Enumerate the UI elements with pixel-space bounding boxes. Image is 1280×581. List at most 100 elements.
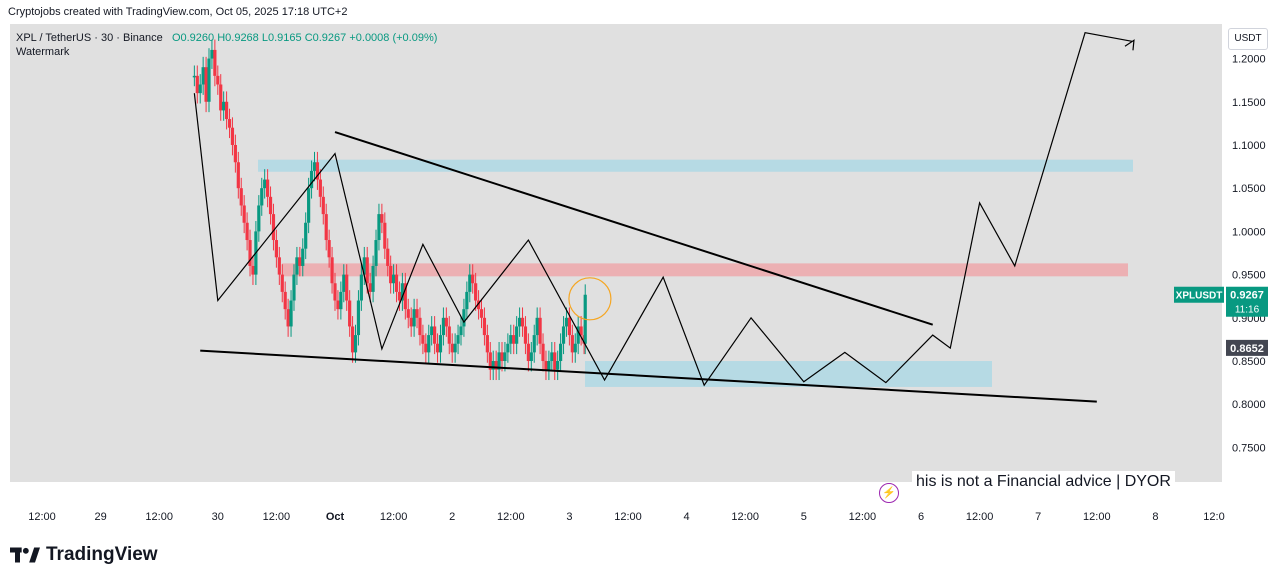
candle-body <box>529 352 533 362</box>
candle-body <box>224 101 229 120</box>
candle-body <box>526 343 530 362</box>
x-tick-label: 2 <box>449 511 455 523</box>
candle-body <box>307 188 311 223</box>
lightning-icon[interactable]: ⚡ <box>879 483 899 503</box>
candle-body <box>427 335 431 353</box>
candle-body <box>304 222 308 249</box>
candle-body <box>570 335 574 353</box>
candle-body <box>198 84 202 94</box>
watermark-label: Watermark <box>16 46 70 58</box>
candle-body <box>327 240 331 258</box>
candle-body <box>374 240 378 266</box>
candle-body <box>356 300 361 336</box>
close-value: C0.9267 <box>304 32 347 44</box>
y-tick-label: 0.8500 <box>1232 356 1266 368</box>
change-value: +0.0008 (+0.09%) <box>349 32 438 44</box>
candle-body <box>280 274 284 292</box>
x-tick-label: 12:00 <box>1083 511 1111 523</box>
candle-body <box>547 361 551 370</box>
candle-body <box>283 291 287 310</box>
candle-body <box>318 179 322 197</box>
x-tick-label: 12:00 <box>731 511 759 523</box>
candle-body <box>251 265 255 275</box>
y-tick-label: 0.8000 <box>1232 399 1266 411</box>
candle-body <box>485 335 489 353</box>
candle-body <box>204 67 208 102</box>
trendline <box>334 131 934 326</box>
disclaimer-text: his is not a Financial advice | DYOR <box>912 471 1175 493</box>
candle-body <box>230 127 235 145</box>
open-value: O0.9260 <box>171 32 215 44</box>
y-tick-label: 1.0500 <box>1232 183 1266 195</box>
candle-body <box>459 326 463 336</box>
candle-body <box>292 274 296 301</box>
candle-body <box>509 335 513 344</box>
candle-body <box>512 335 516 344</box>
candle-body <box>336 300 340 310</box>
candle-body <box>576 326 580 344</box>
candle-body <box>523 326 528 344</box>
candle-body <box>497 352 501 370</box>
time-axis[interactable] <box>10 500 1222 526</box>
candle-body <box>474 283 478 301</box>
candle-body <box>295 257 299 275</box>
x-tick-label: 5 <box>801 511 807 523</box>
trendline <box>200 349 1097 403</box>
candle-body <box>309 170 314 189</box>
candle-body <box>444 317 448 327</box>
candle-body <box>435 343 440 353</box>
candle-body <box>195 75 199 94</box>
candle-body <box>456 335 460 344</box>
candle-body <box>233 144 237 163</box>
y-tick-label: 1.0000 <box>1232 226 1266 238</box>
candle-body <box>503 352 507 362</box>
candle-body <box>298 257 302 266</box>
candle-body <box>260 188 264 206</box>
x-tick-label: Oct <box>326 511 345 523</box>
candle-body <box>415 309 419 318</box>
y-tick-label: 1.1000 <box>1232 140 1266 152</box>
x-tick-label: 12:00 <box>966 511 994 523</box>
candle-body <box>268 196 273 215</box>
candle-body <box>248 240 252 266</box>
candle-body <box>500 352 504 362</box>
candle-body <box>389 265 393 284</box>
candle-body <box>242 205 246 223</box>
brand[interactable]: TradingView <box>10 543 158 567</box>
candle-body <box>412 309 416 327</box>
candle-body <box>271 214 276 241</box>
candle-body <box>257 205 261 232</box>
candle-body <box>353 335 358 353</box>
brand-name: TradingView <box>46 544 158 565</box>
candle-body <box>553 352 557 370</box>
candle-body <box>421 335 425 344</box>
x-tick-label: 29 <box>94 511 106 523</box>
candle-body <box>286 309 290 327</box>
candle-body <box>515 326 519 344</box>
currency-button[interactable]: USDT <box>1228 28 1268 50</box>
candle-body <box>506 343 510 353</box>
symbol-name: XPL / TetherUS · 30 · Binance <box>16 32 163 44</box>
candle-body <box>362 257 366 275</box>
candle-body <box>312 162 317 171</box>
candle-body <box>491 361 495 370</box>
x-tick-label: 30 <box>212 511 224 523</box>
x-tick-label: 12:00 <box>497 511 525 523</box>
candle-body <box>397 291 402 301</box>
candle-body <box>430 326 434 336</box>
symbol-legend: XPL / TetherUS · 30 · Binance O0.9260 H0… <box>16 32 437 44</box>
candle-body <box>345 274 349 301</box>
candle-body <box>207 58 211 102</box>
candle-body <box>383 222 387 249</box>
high-value: H0.9268 <box>217 32 259 44</box>
x-tick-label: 12:00 <box>614 511 642 523</box>
candle-body <box>213 49 217 76</box>
candle-body <box>339 291 343 310</box>
y-tick-label: 0.7500 <box>1232 442 1266 454</box>
countdown-label: 11:16 <box>1235 305 1260 316</box>
candle-body <box>386 248 390 266</box>
x-tick-label: 12:00 <box>28 511 56 523</box>
candle-body <box>550 352 554 362</box>
price-axis[interactable] <box>1222 24 1274 526</box>
candle-body <box>520 317 525 327</box>
